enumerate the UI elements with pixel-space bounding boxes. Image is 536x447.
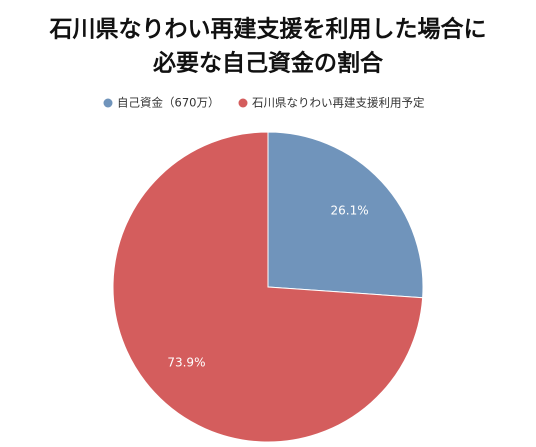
value-label: 73.9% (167, 356, 205, 370)
legend-label: 自己資金（670万） (117, 96, 219, 110)
legend-marker (103, 98, 113, 108)
pie-slice (112, 131, 424, 443)
value-label: 26.1% (331, 203, 369, 217)
pie-slice (267, 131, 424, 299)
legend-label: 石川県なりわい再建支援利用予定 (252, 96, 425, 110)
chart-title: 必要な自己資金の割合 (153, 50, 384, 77)
chart-title: 石川県なりわい再建支援を利用した場合に (49, 16, 487, 43)
legend-marker (238, 98, 248, 108)
